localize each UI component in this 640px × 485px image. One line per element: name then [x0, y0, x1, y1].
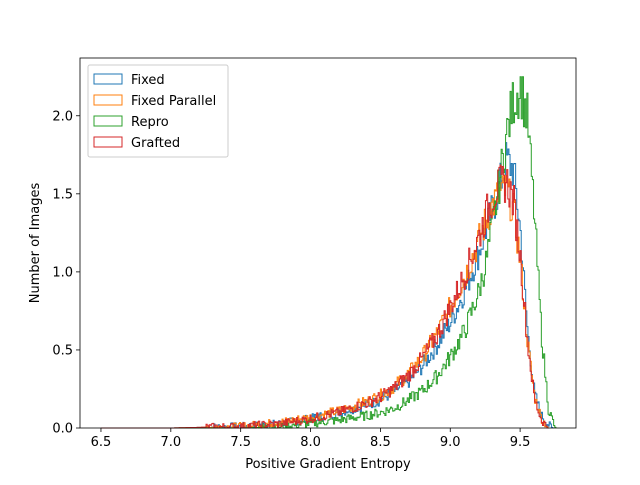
y-axis-ticks: 0.0 0.5 1.0 1.5 2.0 — [52, 109, 80, 437]
legend-swatch — [93, 136, 123, 148]
x-tick-label: 9.5 — [510, 435, 531, 450]
x-tick-label: 8.0 — [300, 435, 321, 450]
y-tick-label: 0.5 — [52, 343, 73, 358]
y-tick-label: 1.0 — [52, 265, 73, 280]
x-tick-label: 7.5 — [230, 435, 251, 450]
legend-box — [87, 64, 229, 158]
legend: Fixed Fixed Parallel Repro Grafted — [87, 64, 229, 158]
y-tick-label: 0.0 — [52, 422, 73, 437]
x-tick-label: 8.5 — [370, 435, 391, 450]
x-tick-label: 6.5 — [91, 435, 112, 450]
x-tick-label: 9.0 — [440, 435, 461, 450]
y-tick-label: 1.5 — [52, 187, 73, 202]
legend-label: Fixed — [131, 73, 165, 88]
legend-swatch — [93, 115, 123, 127]
plot-frame — [79, 57, 577, 429]
legend-swatch — [93, 73, 123, 85]
x-axis-label: Positive Gradient Entropy — [245, 457, 411, 472]
x-tick-label: 7.0 — [160, 435, 181, 450]
legend-label: Fixed Parallel — [131, 94, 216, 109]
y-tick-label: 2.0 — [52, 109, 73, 124]
legend-label: Repro — [131, 115, 169, 130]
series-line-grafted — [100, 164, 550, 429]
x-axis-ticks: 6.5 7.0 7.5 8.0 8.5 9.0 9.5 — [91, 428, 531, 450]
legend-swatch — [93, 94, 123, 106]
y-axis-label: Number of Images — [28, 183, 43, 304]
legend-label: Grafted — [131, 136, 180, 151]
